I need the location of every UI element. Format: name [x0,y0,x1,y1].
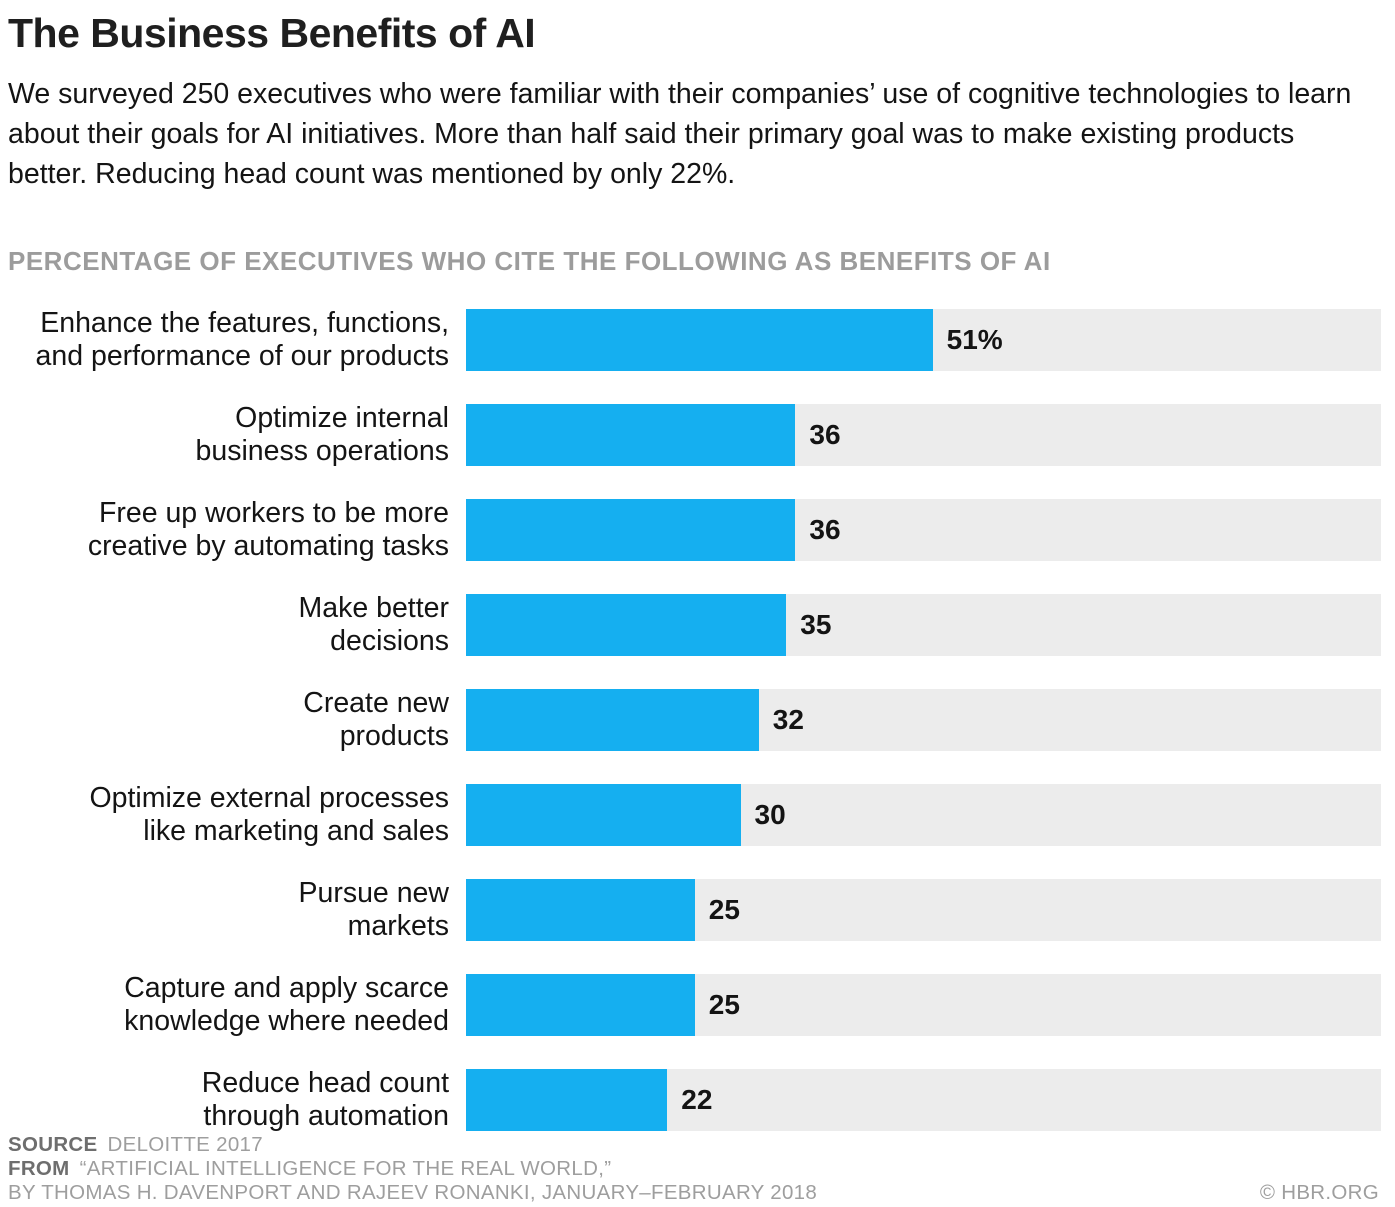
bar-category-label: Enhance the features, functions, and perf… [35,307,450,372]
bar-category-label: Free up workers to be more creative by au… [87,497,449,562]
chart-row: Reduce head count through automation 22 [8,1067,1381,1133]
bar-category-label: Optimize internal business operations [195,402,450,467]
from-value: “ARTIFICIAL INTELLIGENCE FOR THE REAL WO… [79,1157,612,1180]
bar [466,784,741,846]
bar-value-label: 51% [946,324,1003,355]
copyright: © HBR.ORG [1259,1181,1379,1204]
bar-value-label: 25 [708,894,740,925]
bar [466,974,695,1036]
bar [466,309,933,371]
bar [466,594,787,656]
bar-track: 32 [466,689,1381,751]
from-label: FROM [8,1157,70,1180]
chart-row: Free up workers to be more creative by au… [8,497,1381,563]
chart-row: Capture and apply scarce knowledge where … [8,972,1381,1038]
bar-value-label: 35 [800,609,832,640]
bar [466,499,796,561]
bar-track: 51% [466,309,1381,371]
chart-row: Pursue new markets 25 [8,877,1381,943]
source-line: SOURCE DELOITTE 2017 [8,1133,1381,1157]
chart-title: PERCENTAGE OF EXECUTIVES WHO CITE THE FO… [8,246,1051,276]
bar-track: 36 [466,404,1381,466]
chart-row: Optimize external processes like marketin… [8,782,1381,848]
bar-track: 22 [466,1069,1381,1131]
chart-row: Enhance the features, functions, and perf… [8,307,1381,373]
byline: BY THOMAS H. DAVENPORT AND RAJEEV RONANK… [8,1181,818,1204]
bar-category-label: Capture and apply scarce knowledge where … [124,972,449,1037]
bar-category-label: Reduce head count through automation [201,1067,449,1132]
bar-category-label: Make better decisions [298,592,450,657]
footer: SOURCE DELOITTE 2017 FROM “ARTIFICIAL INTE… [8,1133,1381,1207]
from-line: FROM “ARTIFICIAL INTELLIGENCE FOR THE REA… [8,1157,1381,1181]
bar [466,1069,668,1131]
page-subtitle: We surveyed 250 executives who were fami… [8,78,1352,190]
bar-track: 30 [466,784,1381,846]
bar-category-label: Pursue new markets [298,877,449,942]
chart-row: Create new products 32 [8,687,1381,753]
bar-track: 25 [466,879,1381,941]
bar-value-label: 36 [809,514,841,545]
bar-category-label: Create new products [303,687,449,752]
bar [466,404,796,466]
bar-track: 36 [466,499,1381,561]
source-value: DELOITTE 2017 [107,1133,263,1156]
bar-category-label: Optimize external processes like marketin… [89,782,449,847]
bar-track: 25 [466,974,1381,1036]
chart-row: Optimize internal business operations 36 [8,402,1381,468]
chart-row: Make better decisions 35 [8,592,1381,658]
bar [466,689,759,751]
bar-value-label: 22 [681,1084,713,1115]
source-label: SOURCE [8,1133,98,1156]
bar-track: 35 [466,594,1381,656]
bar-value-label: 30 [754,799,786,830]
bar-value-label: 36 [809,419,841,450]
bar-value-label: 25 [708,989,740,1020]
bar-chart: Enhance the features, functions, and perf… [8,307,1381,1133]
bar [466,879,695,941]
bar-value-label: 32 [772,704,804,735]
page-title: The Business Benefits of AI [8,10,536,56]
